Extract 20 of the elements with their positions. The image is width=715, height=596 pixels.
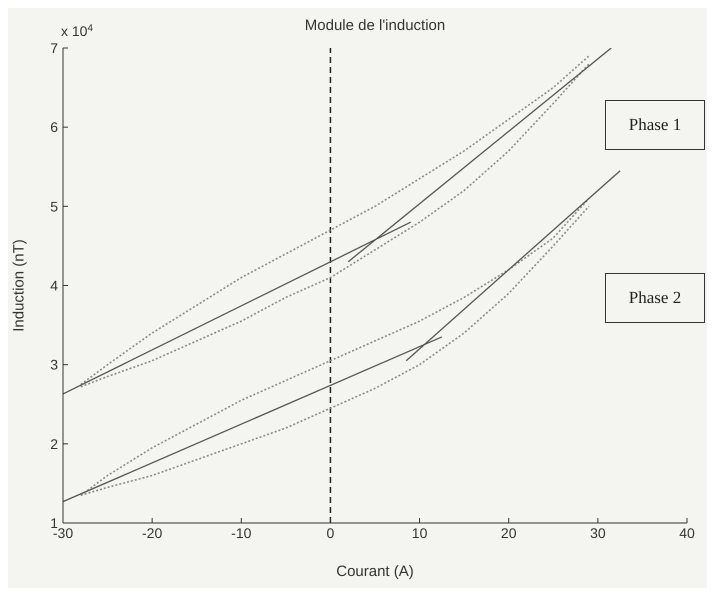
x-tick-label: 30	[590, 524, 606, 541]
text: x 10$^{4}$	[61, 22, 94, 39]
y-tick-label: 5	[50, 198, 58, 214]
x-tick-label: -10	[231, 524, 252, 541]
y-tick-label: 6	[50, 119, 58, 136]
y-axis-title: Induction (nT)	[10, 239, 28, 332]
x-tick-label: 10	[412, 524, 428, 541]
y-tick-label: 2	[50, 436, 58, 452]
annotation: Phase 1	[605, 100, 705, 150]
chart-title: Module de l'induction	[304, 17, 446, 34]
annotation: Phase 2	[605, 273, 705, 323]
x-tick-label: 0	[326, 524, 335, 541]
x-tick-label: -20	[142, 524, 162, 541]
x-tick-label: 40	[679, 524, 695, 541]
x-axis-title: Courant (A)	[336, 563, 414, 580]
x-tick-label: 20	[500, 524, 517, 541]
y-tick-label: 4	[50, 277, 58, 294]
y-tick-label: 1	[50, 514, 58, 531]
y-tick-label: 7	[50, 40, 58, 56]
y-tick-label: 3	[50, 356, 58, 373]
